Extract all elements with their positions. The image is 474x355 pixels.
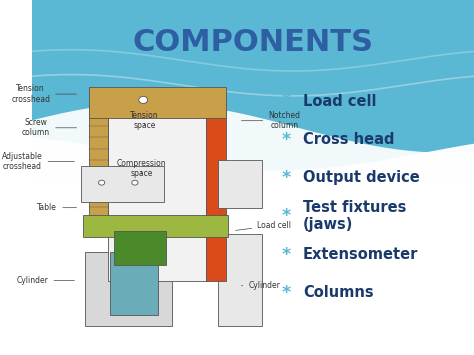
Bar (206, 103, 227, 281)
Polygon shape (32, 103, 474, 355)
Text: *: * (282, 246, 291, 263)
Text: Load cell: Load cell (303, 94, 376, 109)
Text: Test fixtures
(jaws): Test fixtures (jaws) (303, 200, 406, 233)
Text: Cylinder: Cylinder (241, 281, 280, 290)
Bar (218, 160, 262, 208)
Circle shape (99, 180, 105, 185)
Text: *: * (282, 131, 291, 148)
Text: COMPONENTS: COMPONENTS (132, 28, 374, 57)
Text: *: * (282, 207, 291, 225)
Text: *: * (282, 169, 291, 187)
Text: Load cell: Load cell (236, 221, 291, 230)
Bar (218, 234, 262, 326)
Polygon shape (32, 137, 474, 355)
Text: *: * (282, 92, 291, 110)
Circle shape (132, 180, 138, 185)
Text: Screw
column: Screw column (22, 118, 77, 137)
Text: Columns: Columns (303, 285, 374, 300)
Bar (83, 215, 228, 236)
Text: Notched
column: Notched column (241, 111, 300, 130)
Circle shape (139, 96, 148, 103)
Bar (85, 252, 173, 326)
Text: Output device: Output device (303, 170, 419, 185)
Bar (89, 103, 108, 218)
Bar (114, 231, 166, 266)
Text: *: * (282, 284, 291, 302)
Text: Cross head: Cross head (303, 132, 394, 147)
Bar (81, 165, 164, 202)
Text: Tension
space: Tension space (130, 111, 159, 130)
Bar (32, 178, 474, 355)
Text: Compression
space: Compression space (117, 159, 166, 178)
Bar (110, 252, 158, 315)
Bar (89, 87, 227, 118)
Text: Adjustable
crosshead: Adjustable crosshead (2, 152, 74, 171)
Text: Cylinder: Cylinder (17, 276, 74, 285)
Text: Tension
crosshead: Tension crosshead (11, 84, 77, 104)
Bar (108, 103, 206, 281)
Text: Extensometer: Extensometer (303, 247, 418, 262)
Text: Table: Table (37, 203, 77, 212)
